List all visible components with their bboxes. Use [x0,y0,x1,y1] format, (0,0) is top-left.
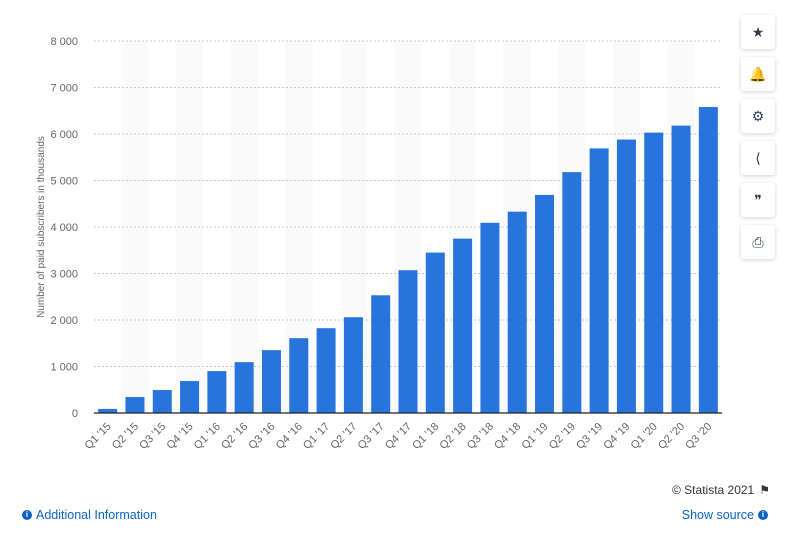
y-tick-label: 1 000 [50,362,78,374]
x-tick-label: Q2 '19 [547,421,578,452]
y-tick-label: 0 [72,408,78,420]
y-tick-label: 7 000 [50,83,78,95]
x-tick-label: Q2 '18 [438,421,469,452]
bar [180,381,200,413]
quote-button[interactable]: ❞ [741,183,775,217]
y-tick-label: 6 000 [50,129,78,141]
share-button[interactable]: ⟨ [741,141,775,175]
x-tick-label: Q1 '18 [410,421,441,452]
y-tick-label: 2 000 [50,315,78,327]
info-icon: i [22,510,32,520]
x-tick-label: Q1 '20 [629,421,660,452]
bar [234,362,254,413]
bar [207,371,227,413]
bar [398,270,418,413]
additional-information-link[interactable]: i Additional Information [22,508,157,522]
x-tick-label: Q4 '15 [165,421,196,452]
share-icon: ⟨ [755,149,761,166]
x-tick-label: Q1 '16 [192,421,223,452]
y-tick-label: 8 000 [50,36,78,48]
x-tick-label: Q1 '19 [519,421,550,452]
bar [535,194,555,413]
bar [589,148,609,414]
x-tick-label: Q3 '17 [356,421,387,452]
star-icon: ★ [751,23,765,40]
y-tick-label: 5 000 [50,176,78,188]
x-tick-label: Q3 '19 [574,421,605,452]
bar [671,125,691,413]
x-tick-label: Q2 '20 [656,421,687,452]
y-tick-label: 3 000 [50,269,78,281]
gear-button[interactable]: ⚙ [741,99,775,133]
bar [480,222,500,413]
x-tick-label: Q4 '19 [601,421,632,452]
star-button[interactable]: ★ [741,15,775,49]
bar [507,211,527,413]
copyright: © Statista 2021 ⚑ [672,483,770,497]
x-tick-label: Q2 '17 [328,421,359,452]
x-tick-label: Q3 '18 [465,421,496,452]
bell-button[interactable]: 🔔 [741,57,775,91]
x-tick-label: Q4 '18 [492,421,523,452]
bar [616,139,636,413]
bar [644,132,664,414]
bar [698,107,718,413]
bar [152,390,172,413]
bar [289,338,309,413]
gear-icon: ⚙ [751,107,765,124]
bell-icon: 🔔 [749,65,767,82]
bar [562,172,582,413]
print-icon: ⎙ [752,233,764,250]
bar [316,328,336,413]
y-tick-label: 4 000 [50,222,78,234]
flag-icon: ⚑ [759,483,770,497]
bar [453,238,473,413]
bar [343,317,363,413]
show-source-link[interactable]: Show source i [682,508,768,522]
x-tick-label: Q1 '17 [301,421,332,452]
x-tick-label: Q4 '16 [274,421,305,452]
x-tick-label: Q3 '16 [246,421,277,452]
bar [125,397,145,413]
x-tick-label: Q4 '17 [383,421,414,452]
x-tick-label: Q3 '15 [137,421,168,452]
info-icon: i [758,510,768,520]
bar [261,350,281,413]
quote-icon: ❞ [754,191,762,208]
y-axis-label: Number of paid subscribers in thousands [36,136,47,318]
x-tick-label: Q2 '15 [110,421,141,452]
bar [98,408,118,413]
bar [371,295,391,413]
bar [425,252,445,413]
x-tick-label: Q3 '20 [683,421,714,452]
print-button[interactable]: ⎙ [741,225,775,259]
x-tick-label: Q1 '15 [83,421,114,452]
x-tick-label: Q2 '16 [219,421,250,452]
